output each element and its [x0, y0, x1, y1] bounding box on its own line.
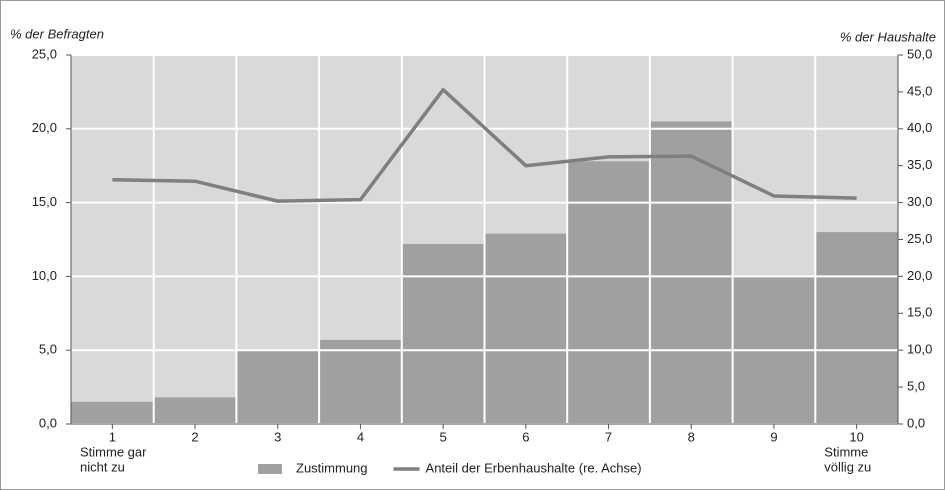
- y-axis-label: % der Befragten: [10, 26, 104, 41]
- line-series: [112, 87, 857, 203]
- x-tick-label: 10: [849, 429, 863, 444]
- x-tick-label: 2: [191, 429, 198, 444]
- bar: [567, 161, 650, 424]
- legend-label: Zustimmung: [296, 460, 368, 475]
- y2-axis-label: % der Haushalte: [840, 29, 936, 44]
- bar: [815, 232, 898, 424]
- bar: [153, 397, 237, 424]
- bar: [401, 243, 485, 424]
- bar: [649, 121, 733, 425]
- x-tick-label: 8: [688, 429, 695, 444]
- y2-tick-label: 5,0: [907, 379, 925, 394]
- y2-tick-label: 20,0: [907, 268, 932, 283]
- bar: [71, 401, 154, 424]
- legend-label: Anteil der Erbenhaushalte (re. Achse): [426, 460, 642, 475]
- legend-swatch: [258, 464, 282, 474]
- x-tick-label: 7: [605, 429, 612, 444]
- y-tick-label: 5,0: [39, 342, 57, 357]
- y-tick-label: 25,0: [32, 46, 57, 61]
- y2-tick-label: 25,0: [907, 231, 932, 246]
- y2-tick-label: 35,0: [907, 157, 932, 172]
- y2-tick-label: 10,0: [907, 342, 932, 357]
- x-tick-label: 9: [770, 429, 777, 444]
- y-tick-label: 20,0: [32, 120, 57, 135]
- y2-tick-label: 50,0: [907, 46, 932, 61]
- y2-tick-label: 0,0: [907, 415, 925, 430]
- bar: [484, 233, 568, 424]
- x-tick-label: 6: [522, 429, 529, 444]
- y-tick-label: 10,0: [32, 268, 57, 283]
- y2-tick-label: 40,0: [907, 120, 932, 135]
- y2-tick-label: 15,0: [907, 305, 932, 320]
- y2-tick-label: 30,0: [907, 194, 932, 209]
- x-end-label: nicht zu: [80, 459, 125, 474]
- x-tick-label: 3: [274, 429, 281, 444]
- y-tick-label: 0,0: [39, 415, 57, 430]
- y-tick-label: 15,0: [32, 194, 57, 209]
- x-tick-label: 4: [357, 429, 364, 444]
- x-end-label: völlig zu: [824, 459, 871, 474]
- x-tick-label: 1: [109, 429, 116, 444]
- x-tick-label: 5: [440, 429, 447, 444]
- x-end-label: Stimme gar: [80, 444, 147, 459]
- y2-tick-label: 45,0: [907, 83, 932, 98]
- bar: [236, 350, 320, 424]
- bar: [319, 339, 402, 424]
- x-end-label: Stimme: [824, 444, 868, 459]
